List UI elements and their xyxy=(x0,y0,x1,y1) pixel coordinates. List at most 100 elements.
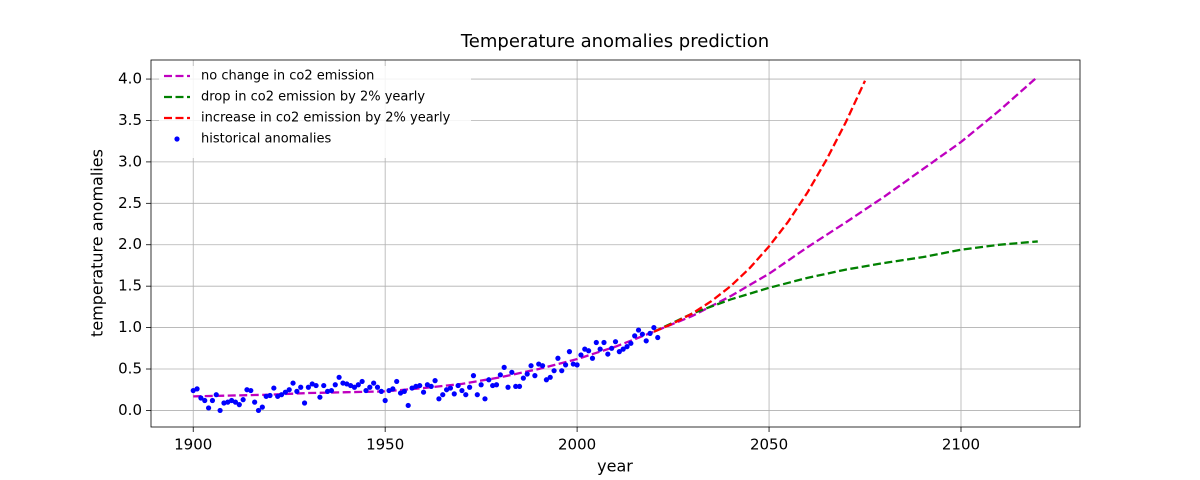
data-point xyxy=(236,402,242,408)
data-point xyxy=(209,397,216,404)
data-point xyxy=(301,400,308,406)
data-point xyxy=(501,364,507,370)
data-point xyxy=(252,399,258,405)
data-point xyxy=(486,377,492,383)
data-point xyxy=(428,383,434,390)
data-point xyxy=(305,384,311,390)
data-point xyxy=(505,384,511,390)
data-point xyxy=(351,384,358,390)
data-point xyxy=(202,397,208,404)
data-point xyxy=(432,378,438,384)
data-point xyxy=(482,396,488,402)
data-point xyxy=(286,387,292,393)
data-point xyxy=(355,382,361,388)
data-point xyxy=(217,407,223,414)
x-tick-label: 2100 xyxy=(942,436,980,454)
data-point xyxy=(394,378,400,385)
data-point xyxy=(632,333,638,339)
data-point xyxy=(605,351,611,357)
data-line xyxy=(653,80,867,333)
data-point xyxy=(417,382,423,389)
data-point xyxy=(497,372,503,378)
data-point xyxy=(643,338,649,344)
data-point xyxy=(455,382,461,389)
data-point xyxy=(609,345,615,351)
data-point xyxy=(401,388,407,394)
y-tick-label: 1.5 xyxy=(118,277,142,295)
data-point xyxy=(493,382,500,388)
y-axis-label: temperature anomalies xyxy=(88,149,107,337)
data-point xyxy=(516,383,523,390)
data-point xyxy=(543,377,550,383)
data-point xyxy=(240,397,246,403)
data-point xyxy=(317,394,323,400)
x-tick-label: 1900 xyxy=(174,436,212,454)
data-point xyxy=(459,387,465,394)
data-point xyxy=(547,374,553,380)
data-point xyxy=(628,340,634,346)
y-tick-label: 3.5 xyxy=(118,111,142,129)
data-point xyxy=(551,368,557,374)
legend-box xyxy=(159,66,471,158)
data-point xyxy=(513,383,519,390)
data-line xyxy=(653,240,1038,333)
y-tick-label: 2.5 xyxy=(118,194,142,212)
data-point xyxy=(405,402,411,409)
data-point xyxy=(639,331,645,337)
data-point xyxy=(555,355,561,361)
data-point xyxy=(255,407,262,414)
data-point xyxy=(470,373,477,379)
data-point xyxy=(509,369,515,375)
legend-label: increase in co2 emission by 2% yearly xyxy=(201,111,451,126)
x-tick-label: 1950 xyxy=(366,436,404,454)
data-point xyxy=(374,384,381,390)
y-tick-label: 4.0 xyxy=(118,70,142,88)
data-point xyxy=(371,380,377,386)
x-axis-label: year xyxy=(597,457,633,476)
data-point xyxy=(440,392,446,398)
data-point xyxy=(194,386,200,392)
data-point xyxy=(532,373,538,379)
data-point xyxy=(601,339,607,346)
data-point xyxy=(248,387,254,394)
data-point xyxy=(624,344,630,350)
data-point xyxy=(467,384,473,390)
data-point xyxy=(559,368,565,374)
data-point xyxy=(205,405,212,411)
data-point xyxy=(336,374,342,380)
data-point xyxy=(198,395,204,401)
data-point xyxy=(651,324,657,331)
y-tick-label: 0.0 xyxy=(118,401,142,419)
data-point xyxy=(562,362,569,368)
data-point xyxy=(612,339,619,345)
data-point xyxy=(451,391,457,397)
x-tick-label: 2050 xyxy=(750,436,788,454)
legend-label: no change in co2 emission xyxy=(201,69,374,84)
data-point xyxy=(271,385,277,391)
data-point xyxy=(290,380,296,386)
data-point xyxy=(382,397,388,404)
data-point xyxy=(259,404,265,410)
data-point xyxy=(278,392,285,398)
data-point xyxy=(524,371,530,377)
data-point xyxy=(597,346,603,352)
data-point xyxy=(367,384,373,390)
axes-frame xyxy=(150,59,1081,428)
y-tick-label: 0.5 xyxy=(118,360,142,378)
data-point xyxy=(363,387,369,394)
y-tick-label: 3.0 xyxy=(118,152,142,170)
data-point xyxy=(298,384,304,390)
data-point xyxy=(478,382,484,388)
data-point xyxy=(420,389,427,395)
data-point xyxy=(294,388,300,394)
data-point xyxy=(589,355,596,361)
legend-marker xyxy=(174,136,180,142)
data-point xyxy=(520,375,526,381)
data-point xyxy=(436,396,442,402)
data-point xyxy=(655,334,661,341)
data-point xyxy=(474,392,480,398)
data-point xyxy=(528,363,534,369)
data-point xyxy=(282,389,288,395)
data-point xyxy=(647,330,653,336)
